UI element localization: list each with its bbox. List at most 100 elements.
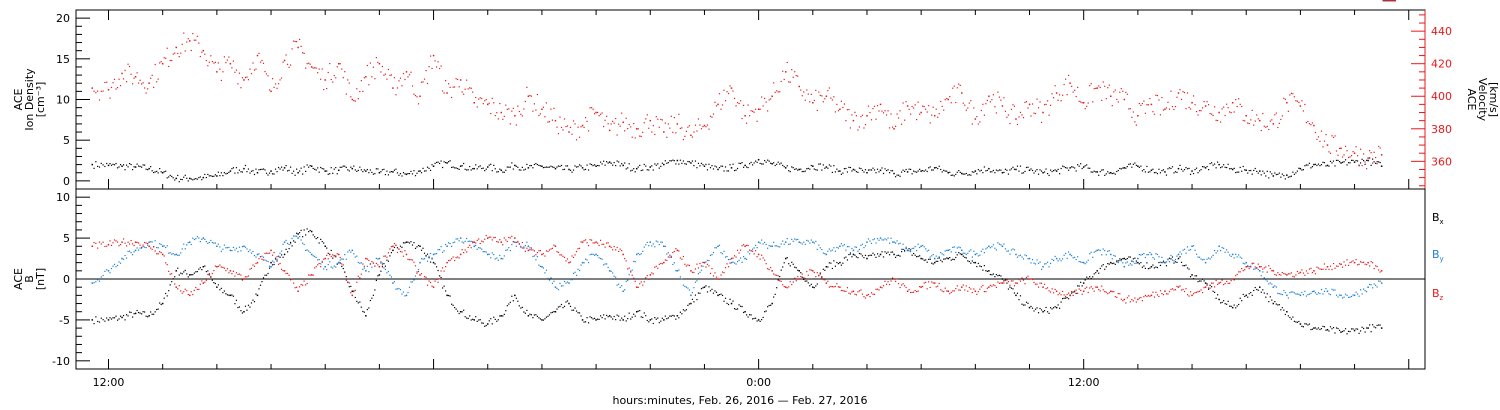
data-point xyxy=(791,166,793,168)
data-point xyxy=(1028,103,1031,106)
data-point xyxy=(1143,253,1145,255)
data-point xyxy=(383,74,385,76)
data-point xyxy=(1355,146,1357,148)
data-point xyxy=(1214,249,1216,252)
data-point xyxy=(619,165,621,167)
data-point xyxy=(1046,100,1049,102)
data-point xyxy=(831,249,833,251)
data-point xyxy=(529,313,531,315)
data-point xyxy=(329,173,331,175)
data-point xyxy=(616,160,618,162)
data-point xyxy=(320,238,322,240)
data-point xyxy=(684,163,686,165)
data-point xyxy=(1192,293,1195,295)
data-point xyxy=(776,287,778,289)
data-point xyxy=(601,112,603,114)
data-point xyxy=(1235,171,1237,174)
data-point xyxy=(136,163,138,165)
data-point xyxy=(1117,260,1119,262)
data-point xyxy=(794,238,796,240)
data-point xyxy=(538,250,540,252)
data-point xyxy=(1186,246,1189,248)
data-point xyxy=(1349,162,1351,164)
data-point xyxy=(524,245,526,247)
data-point xyxy=(568,168,570,171)
data-point xyxy=(612,164,614,166)
data-point xyxy=(985,103,987,105)
data-point xyxy=(702,164,704,166)
data-point xyxy=(434,162,436,165)
data-point xyxy=(1275,173,1277,176)
data-point xyxy=(627,279,629,281)
data-point xyxy=(294,287,296,289)
data-point xyxy=(1081,167,1083,170)
data-point xyxy=(1099,267,1101,270)
data-point xyxy=(1299,294,1302,297)
data-point xyxy=(724,166,727,168)
data-point xyxy=(935,108,937,110)
data-point xyxy=(490,236,492,238)
data-point xyxy=(1353,294,1356,297)
data-point xyxy=(709,254,712,257)
data-point xyxy=(777,245,779,248)
data-point xyxy=(538,164,540,166)
data-point xyxy=(1152,291,1154,293)
data-point xyxy=(709,167,712,169)
data-point xyxy=(906,290,909,293)
data-point xyxy=(1131,298,1133,301)
data-point xyxy=(541,165,543,167)
data-point xyxy=(1168,108,1171,110)
data-point xyxy=(992,94,994,96)
data-point xyxy=(568,282,570,284)
data-point xyxy=(1262,289,1264,291)
data-point xyxy=(664,315,666,317)
data-point xyxy=(169,284,171,286)
data-point xyxy=(782,266,784,268)
data-point xyxy=(1247,122,1249,124)
data-point xyxy=(1119,91,1121,93)
data-point xyxy=(635,310,638,313)
data-point xyxy=(330,266,332,268)
data-point xyxy=(1060,260,1062,262)
data-point xyxy=(982,248,984,250)
data-point xyxy=(1161,96,1163,99)
data-point xyxy=(144,87,146,89)
data-point xyxy=(645,165,647,167)
data-point xyxy=(425,255,427,258)
data-point xyxy=(881,239,883,241)
data-point xyxy=(1149,97,1151,100)
data-point xyxy=(432,54,435,57)
data-point xyxy=(554,167,557,170)
data-point xyxy=(1335,265,1338,267)
data-point xyxy=(1393,0,1395,2)
data-point xyxy=(919,113,921,115)
data-point xyxy=(855,171,858,173)
data-point xyxy=(225,269,227,272)
data-point xyxy=(198,177,200,179)
data-point xyxy=(1033,172,1035,174)
data-point xyxy=(1009,284,1011,286)
data-point xyxy=(91,319,94,321)
data-point xyxy=(199,240,201,243)
data-point xyxy=(466,317,468,319)
data-point xyxy=(1298,101,1300,104)
data-point xyxy=(122,164,125,166)
data-point xyxy=(843,168,846,170)
data-point xyxy=(326,254,328,257)
data-point xyxy=(1350,261,1353,263)
data-point xyxy=(1086,164,1088,166)
data-point xyxy=(329,63,331,65)
data-point xyxy=(306,249,308,251)
data-point xyxy=(947,171,949,174)
data-point xyxy=(947,290,949,293)
data-point xyxy=(587,130,590,132)
data-point xyxy=(408,259,411,261)
data-point xyxy=(824,167,826,169)
data-point xyxy=(661,119,663,121)
data-point xyxy=(472,168,474,170)
data-point xyxy=(791,283,793,286)
data-point xyxy=(968,250,970,252)
data-point xyxy=(190,291,192,293)
data-point xyxy=(360,306,362,308)
data-point xyxy=(440,65,442,67)
